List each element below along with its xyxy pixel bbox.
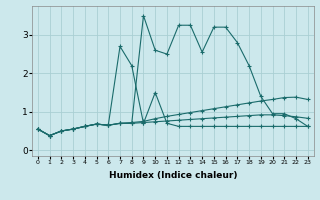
X-axis label: Humidex (Indice chaleur): Humidex (Indice chaleur)	[108, 171, 237, 180]
